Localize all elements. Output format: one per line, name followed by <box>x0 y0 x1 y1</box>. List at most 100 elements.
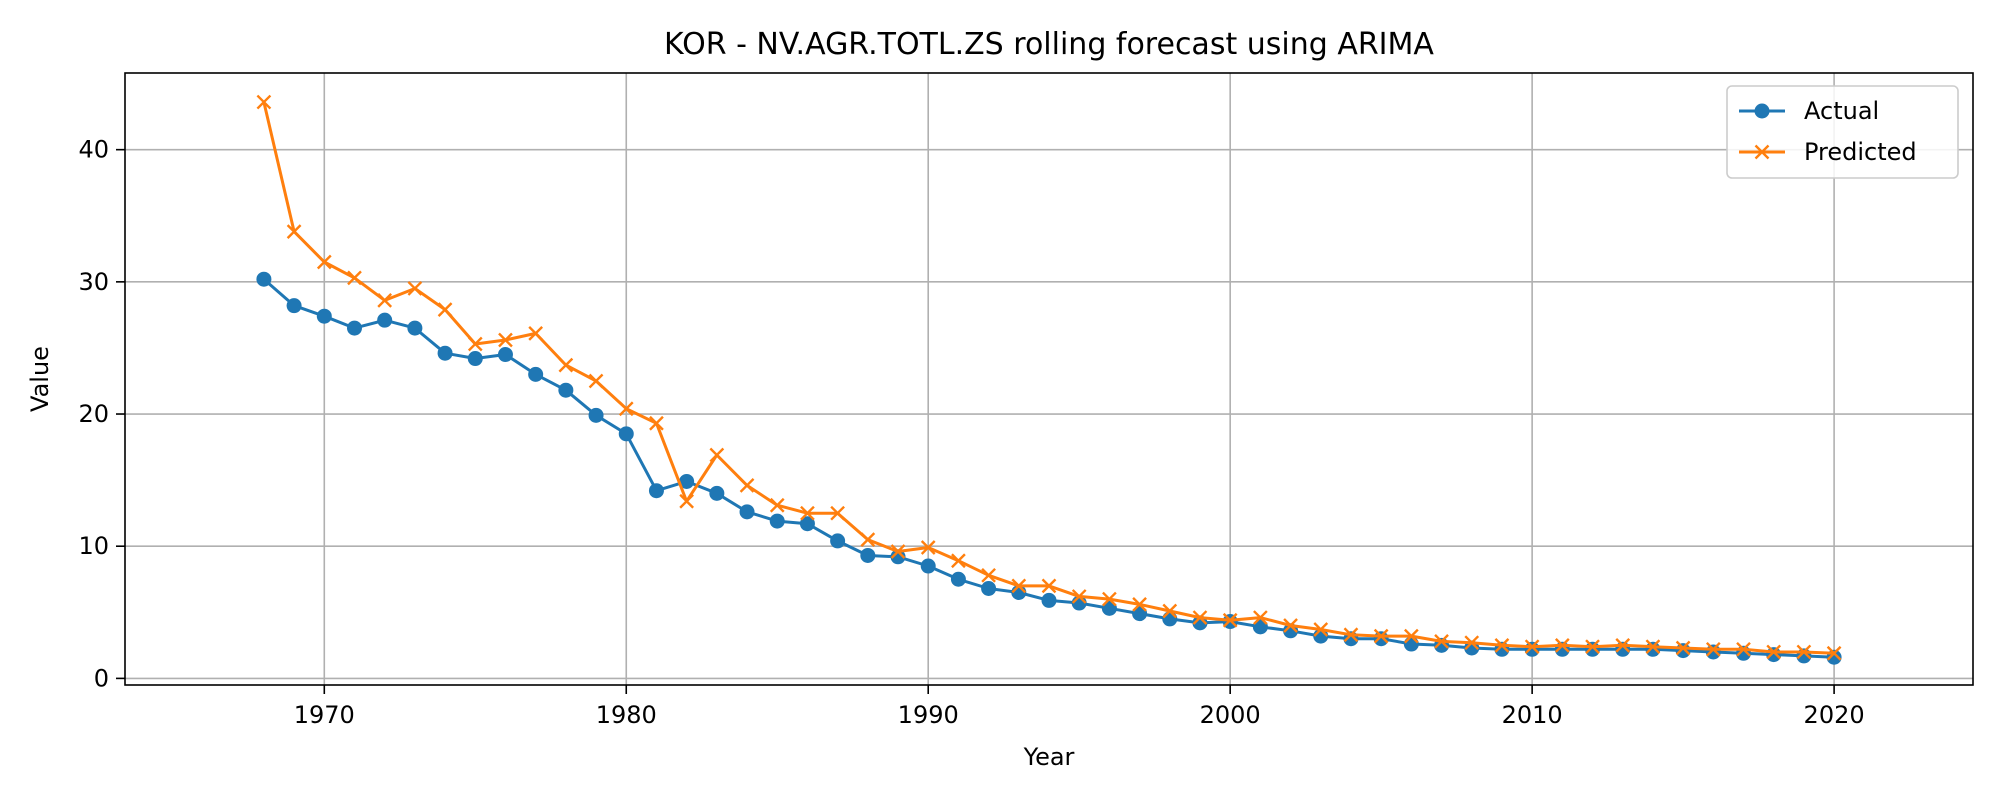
predicted-point <box>1494 637 1510 653</box>
predicted-point <box>739 478 755 493</box>
actual-point <box>679 473 695 489</box>
actual-point <box>1675 643 1691 659</box>
actual-point <box>1766 647 1782 663</box>
actual-point <box>920 558 936 574</box>
predicted-point <box>1373 628 1389 644</box>
actual-point <box>648 483 664 499</box>
predicted-point <box>1766 644 1782 660</box>
predicted-point <box>286 224 302 239</box>
predicted-point <box>407 281 423 296</box>
predicted-point <box>951 553 966 569</box>
plot-frame <box>124 72 1974 686</box>
predicted-point <box>1162 603 1178 619</box>
predicted-point <box>800 505 815 521</box>
legend-actual-marker <box>1754 103 1770 119</box>
predicted-point <box>1283 618 1298 633</box>
predicted-point <box>1615 637 1631 653</box>
predicted-point <box>1585 639 1600 655</box>
predicted-point <box>498 332 513 348</box>
predicted-point <box>1645 639 1661 655</box>
y-tick-label: 10 <box>78 532 109 560</box>
actual-point <box>618 426 634 442</box>
predicted-point <box>890 544 906 559</box>
actual-point <box>1645 641 1661 657</box>
predicted-point <box>1132 597 1147 612</box>
actual-point <box>497 347 513 363</box>
actual-point <box>981 581 997 597</box>
actual-point <box>467 351 483 367</box>
actual-point <box>1041 592 1057 608</box>
predicted-point <box>347 270 362 286</box>
predicted-point <box>377 293 393 308</box>
y-tick-label: 0 <box>94 664 109 692</box>
predicted-point <box>256 94 272 110</box>
actual-point <box>799 516 815 532</box>
x-tick-label: 2010 <box>1502 701 1563 729</box>
actual-point <box>769 513 785 529</box>
actual-point <box>830 533 846 549</box>
predicted-point <box>588 373 604 389</box>
x-tick-label: 1980 <box>596 701 657 729</box>
tick-layer: 1970 1980 1990 2000 2010 2020 0 10 20 30 40 <box>78 136 1864 729</box>
actual-point <box>588 407 604 423</box>
predicted-point <box>1102 591 1117 607</box>
predicted-point <box>1041 578 1057 594</box>
legend-predicted-label: Predicted <box>1804 138 1917 166</box>
actual-point <box>1101 600 1117 616</box>
actual-point <box>558 382 574 398</box>
legend-predicted-marker <box>1754 144 1770 160</box>
predicted-point <box>467 336 483 352</box>
actual-point <box>1373 631 1389 647</box>
predicted-point <box>1675 640 1691 656</box>
actual-point <box>528 366 544 382</box>
y-tick-label: 30 <box>78 268 109 296</box>
actual-point <box>1524 641 1540 657</box>
actual-point <box>1132 606 1148 622</box>
predicted-point <box>920 540 936 555</box>
predicted-point <box>1705 641 1721 657</box>
actual-point <box>739 504 755 520</box>
predicted-point <box>679 493 694 509</box>
predicted-point <box>1796 644 1812 660</box>
actual-point <box>890 549 906 565</box>
predicted-point <box>528 326 544 341</box>
x-tick-label: 2000 <box>1200 701 1261 729</box>
predicted-point <box>1071 589 1087 604</box>
predicted-point <box>1826 645 1842 661</box>
predicted-point <box>1192 610 1208 625</box>
actual-point <box>1585 641 1601 657</box>
y-tick-label: 20 <box>78 400 109 428</box>
predicted-point <box>1343 627 1359 643</box>
predicted-point <box>618 401 634 417</box>
predicted-point <box>981 567 996 583</box>
actual-point <box>346 320 362 336</box>
predicted-point <box>1011 578 1027 594</box>
actual-point <box>286 298 302 314</box>
predicted-point <box>1253 610 1268 625</box>
predicted-point <box>709 447 725 463</box>
x-tick-label: 2020 <box>1804 701 1865 729</box>
actual-point <box>1403 636 1419 652</box>
y-axis-label: Value <box>26 346 54 412</box>
predicted-point <box>558 357 574 373</box>
legend: Actual Predicted <box>1726 85 1959 179</box>
predicted-point <box>1404 628 1419 644</box>
x-tick-label: 1990 <box>898 701 959 729</box>
predicted-point <box>316 254 332 270</box>
actual-point <box>437 345 453 361</box>
predicted-point <box>1554 637 1570 653</box>
predicted-point <box>1434 634 1449 649</box>
actual-point <box>1705 644 1721 660</box>
x-axis-label: Year <box>1023 743 1075 771</box>
chart-title: KOR - NV.AGR.TOTL.ZS rolling forecast us… <box>664 27 1434 62</box>
legend-box <box>1726 85 1959 179</box>
predicted-point <box>860 532 876 547</box>
predicted-point <box>830 505 845 521</box>
predicted-point <box>1736 641 1751 657</box>
actual-point <box>1252 619 1268 635</box>
actual-point <box>316 308 332 324</box>
actual-point <box>950 571 966 587</box>
